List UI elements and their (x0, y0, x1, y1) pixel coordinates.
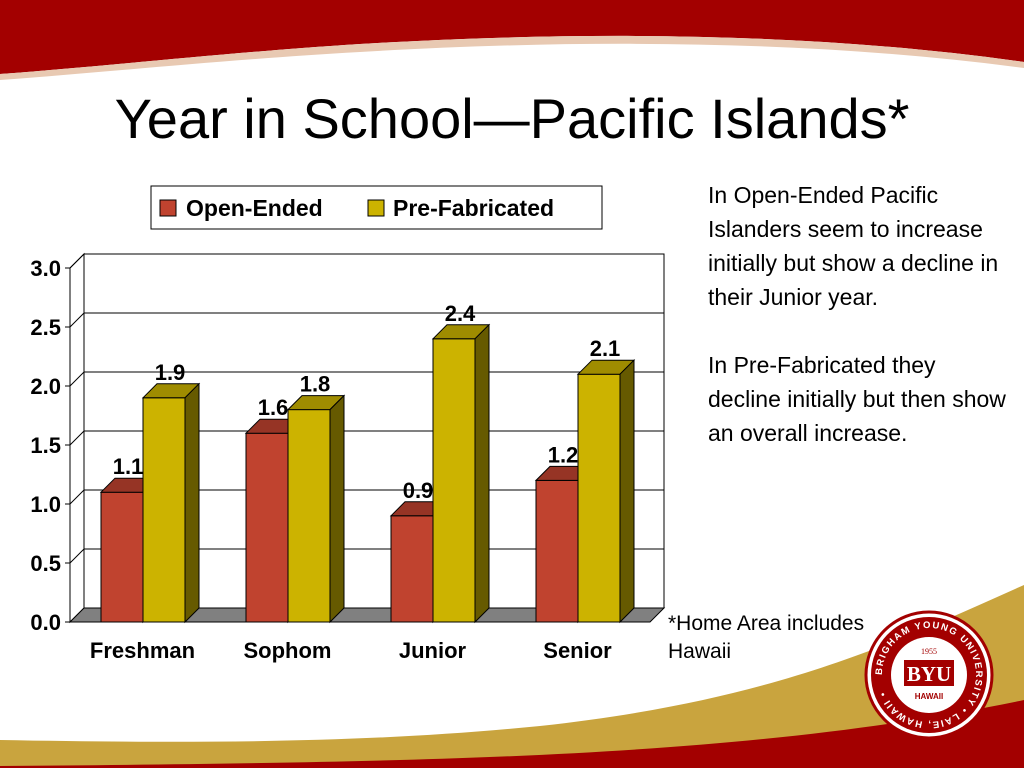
legend-label-open-ended: Open-Ended (186, 195, 323, 221)
value-label: 1.9 (155, 360, 186, 385)
seal-year: 1955 (921, 647, 937, 656)
seal-campus: HAWAII (915, 692, 943, 701)
value-labels: 1.1 1.9 1.6 1.8 0.9 2.4 1.2 2.1 (113, 301, 621, 503)
note-pre-fabricated: In Pre-Fabricated they decline initially… (708, 352, 1006, 446)
gridline-side (69, 430, 85, 446)
y-tick-label: 2.0 (30, 374, 61, 399)
x-tick-label: Senior (543, 638, 612, 663)
value-label: 0.9 (403, 478, 434, 503)
gridline-side (69, 489, 85, 505)
bottom-red-swoosh (0, 700, 1024, 768)
bars (99, 323, 636, 624)
value-label: 1.1 (113, 454, 144, 479)
bar-pre-fabricated-sophom (286, 394, 346, 624)
chart-legend: Open-Ended Pre-Fabricated (150, 185, 603, 230)
y-tick-label: 0.5 (30, 551, 61, 576)
gridline-side (69, 371, 85, 387)
x-tick-label: Freshman (90, 638, 195, 663)
bar-pre-fabricated-senior (576, 358, 636, 624)
value-label: 1.6 (258, 395, 289, 420)
slide-title: Year in School—Pacific Islands* (114, 87, 910, 150)
legend-swatch-open-ended (159, 199, 177, 217)
value-label: 1.2 (548, 442, 579, 467)
y-tick-label: 0.0 (30, 610, 61, 635)
y-tick-label: 3.0 (30, 256, 61, 281)
byu-hawaii-seal-logo: BRIGHAM YOUNG UNIVERSITY • LAIE, HAWAII … (864, 610, 994, 740)
value-label: 2.1 (590, 336, 621, 361)
y-axis-ticks: 0.0 0.5 1.0 1.5 2.0 2.5 3.0 (30, 256, 70, 635)
footnote: *Home Area includes Hawaii (668, 612, 865, 663)
gridline-side (69, 548, 85, 564)
notes-text: In Open-Ended Pacific Islanders seem to … (708, 178, 1008, 484)
top-banner-swoosh (0, 35, 1024, 80)
gridline-side (69, 253, 85, 269)
bar-pre-fabricated-junior (431, 323, 491, 624)
top-red-banner (0, 0, 1024, 74)
y-tick-label: 1.5 (30, 433, 61, 458)
x-axis-labels: Freshman Sophom Junior Senior (90, 638, 612, 663)
value-label: 1.8 (300, 372, 331, 397)
value-label: 2.4 (445, 301, 476, 326)
bottom-gold-swoosh (0, 585, 1024, 768)
legend-swatch-pre-fabricated (367, 199, 385, 217)
x-tick-label: Junior (399, 638, 467, 663)
gridline-side (69, 312, 85, 328)
legend-label-pre-fabricated: Pre-Fabricated (393, 195, 554, 221)
note-open-ended: In Open-Ended Pacific Islanders seem to … (708, 182, 999, 310)
y-tick-label: 1.0 (30, 492, 61, 517)
seal-acronym: BYU (907, 662, 951, 686)
x-tick-label: Sophom (244, 638, 332, 663)
bar-pre-fabricated-freshman (141, 382, 201, 624)
y-tick-label: 2.5 (30, 315, 61, 340)
